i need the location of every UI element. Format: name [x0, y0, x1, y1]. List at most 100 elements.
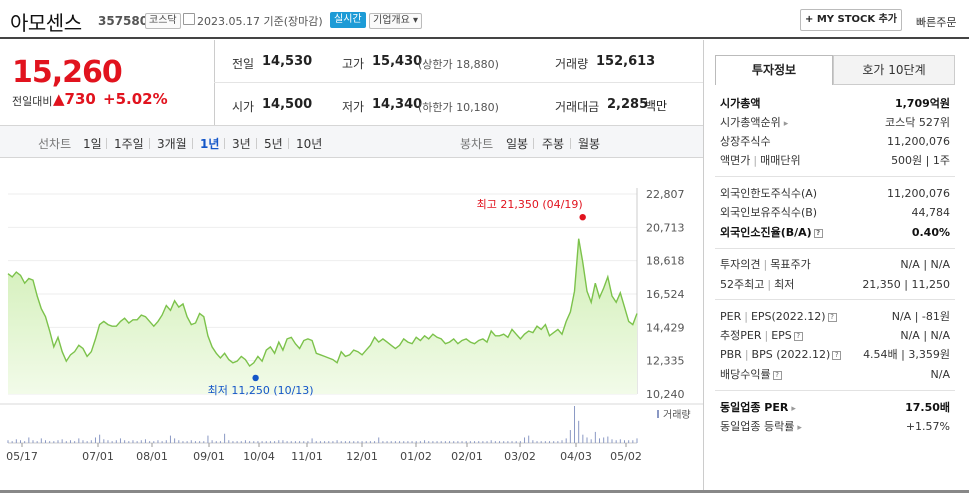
high-price: 15,430 — [372, 54, 423, 69]
divider — [192, 138, 193, 149]
current-price: 15,260 — [12, 55, 123, 90]
est-per-label: 추정PER — [720, 329, 762, 342]
week52-range: 21,350 | 11,250 — [862, 278, 950, 291]
line-chart-label: 선차트 — [38, 137, 72, 151]
divider — [703, 40, 704, 493]
low-marker — [252, 374, 259, 382]
info-icon[interactable]: ? — [793, 331, 803, 341]
period-5y[interactable]: 5년 — [264, 137, 283, 151]
trade-amount: 2,285 — [607, 97, 649, 112]
divider — [214, 82, 703, 83]
shares-row: 상장주식수 11,200,076 — [720, 133, 950, 150]
dividend-label: 배당수익률 — [720, 368, 771, 381]
company-overview-dropdown[interactable]: 기업개요 ▾ — [369, 13, 422, 29]
info-icon[interactable]: ? — [813, 228, 823, 238]
par-label: 액면가 — [720, 154, 751, 167]
quick-order-link[interactable]: 빠른주문 — [916, 16, 957, 29]
x-tick-label: 08/01 — [136, 450, 168, 463]
par-unit-row: 액면가 | 매매단위 500원 | 1주 — [720, 154, 950, 167]
foreign-hold-label: 외국인보유주식수(B) — [720, 206, 818, 219]
tab-invest-info[interactable]: 투자정보 — [715, 55, 833, 85]
divider — [256, 138, 257, 149]
x-tick-label: 10/04 — [243, 450, 275, 463]
chevron-right-icon: ▸ — [791, 404, 796, 414]
divider — [106, 138, 107, 149]
opinion-target: N/A | N/A — [900, 258, 950, 271]
open-label: 시가 — [232, 100, 255, 114]
per-label: PER — [720, 310, 742, 323]
candle-weekly[interactable]: 주봉 — [542, 137, 565, 151]
foreign-limit-row: 외국인한도주식수(A) 11,200,076 — [720, 185, 950, 202]
cap-rank: 코스닥 527위 — [885, 116, 950, 129]
sector-per-label: 동일업종 PER — [720, 401, 789, 414]
candle-monthly[interactable]: 월봉 — [578, 137, 601, 151]
candle-daily[interactable]: 일봉 — [506, 137, 529, 151]
header-divider — [0, 37, 969, 39]
divider — [288, 138, 289, 149]
amount-unit: 백만 — [645, 99, 668, 113]
period-10y[interactable]: 10년 — [296, 137, 323, 151]
x-tick-label: 05/02 — [610, 450, 642, 463]
period-1d[interactable]: 1일 — [83, 137, 102, 151]
price-line — [7, 238, 638, 368]
info-icon[interactable]: ? — [827, 312, 837, 322]
y-tick-label: 10,240 — [646, 388, 685, 401]
period-1y[interactable]: 1년 — [200, 137, 220, 151]
period-3y[interactable]: 3년 — [232, 137, 251, 151]
low-label: 저가 — [342, 100, 365, 114]
divider — [715, 176, 955, 177]
change-label: 전일대비 — [12, 95, 53, 108]
per-row: PER | EPS(2022.12)? N/A | -81원 — [720, 310, 950, 323]
price-change-pct: +5.02% — [103, 90, 168, 108]
divider — [533, 138, 534, 149]
x-tick-label: 03/02 — [504, 450, 536, 463]
est-per-row: 추정PER | EPS? N/A | N/A — [720, 329, 950, 342]
low-price: 14,340 — [372, 97, 423, 112]
market-cap: 1,709억원 — [894, 97, 950, 110]
week52-low-label: 최저 — [774, 278, 795, 291]
shares-label: 상장주식수 — [720, 135, 771, 148]
per-eps: N/A | -81원 — [891, 310, 950, 323]
cap-rank-row: 시가총액순위 ▸ 코스닥 527위 — [720, 114, 950, 131]
y-tick-label: 12,335 — [646, 355, 685, 368]
opinion-label: 투자의견 — [720, 258, 761, 271]
tab-hoga[interactable]: 호가 10단계 — [833, 55, 955, 85]
volume-label: 거래량 — [555, 57, 589, 71]
target-price-label: 목표주가 — [770, 258, 811, 271]
open-price: 14,500 — [262, 97, 313, 112]
price-chart[interactable]: 22,807 20,713 18,618 16,524 14,429 12,335 10,2… — [0, 158, 703, 493]
y-tick-label: 18,618 — [646, 255, 685, 268]
foreign-rate-row: 외국인소진율(B/A)? 0.40% — [720, 224, 950, 241]
add-mystock-button[interactable]: + MY STOCK 추가 — [800, 9, 902, 31]
high-marker — [579, 213, 586, 221]
foreign-limit: 11,200,076 — [887, 187, 950, 200]
divider — [715, 299, 955, 300]
bps-label: BPS (2022.12) — [751, 348, 831, 361]
base-date: 2023.05.17 기준(장마감) — [197, 15, 323, 28]
est-eps-label: EPS — [771, 329, 792, 342]
y-tick-label: 14,429 — [646, 321, 685, 334]
y-tick-label: 22,807 — [646, 188, 685, 201]
divider — [149, 138, 150, 149]
period-1w[interactable]: 1주일 — [114, 137, 144, 151]
x-tick-label: 02/01 — [451, 450, 483, 463]
amount-label: 거래대금 — [555, 100, 600, 114]
realtime-button[interactable]: 실시간 — [330, 12, 366, 28]
x-tick-label: 11/01 — [291, 450, 323, 463]
period-3m[interactable]: 3개월 — [157, 137, 187, 151]
sector-per: 17.50배 — [905, 401, 950, 414]
chevron-right-icon: ▸ — [797, 423, 802, 433]
chevron-right-icon: ▸ — [783, 119, 789, 129]
info-icon[interactable]: ? — [772, 370, 782, 380]
info-icon[interactable]: ? — [832, 350, 842, 360]
divider — [224, 138, 225, 149]
high-label: 고가 — [342, 57, 365, 71]
pbr-bps: 4.54배 | 3,359원 — [863, 348, 950, 361]
sector-per-row: 동일업종 PER ▸ 17.50배 — [720, 399, 950, 416]
pbr-row: PBR | BPS (2022.12)? 4.54배 | 3,359원 — [720, 348, 950, 361]
divider — [715, 248, 955, 249]
divider — [570, 138, 571, 149]
volume-legend: 거래량 — [663, 409, 691, 421]
bottom-border — [0, 490, 969, 493]
divider — [715, 390, 955, 391]
